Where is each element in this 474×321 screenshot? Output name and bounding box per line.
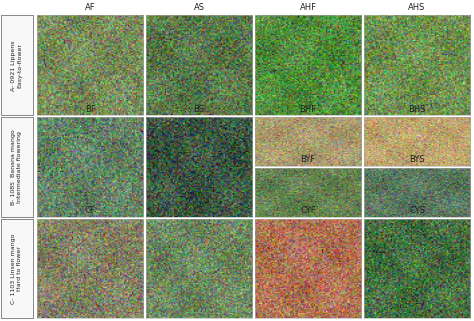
Text: BHF: BHF bbox=[300, 105, 317, 114]
Text: BHS: BHS bbox=[409, 105, 426, 114]
Text: BYF: BYF bbox=[301, 155, 316, 164]
Text: CF: CF bbox=[85, 206, 95, 215]
Text: A- 0921 Lippens
Easy-to-flower: A- 0921 Lippens Easy-to-flower bbox=[11, 40, 22, 91]
Text: CYS: CYS bbox=[409, 206, 425, 215]
Text: C- 1103 Linsen mango
Hard to flower: C- 1103 Linsen mango Hard to flower bbox=[11, 233, 22, 304]
Text: AS: AS bbox=[193, 3, 205, 12]
Text: AHS: AHS bbox=[409, 3, 426, 12]
Text: BF: BF bbox=[85, 105, 95, 114]
Text: AHF: AHF bbox=[300, 3, 317, 12]
Text: CYF: CYF bbox=[301, 206, 316, 215]
Text: BS: BS bbox=[193, 105, 205, 114]
Text: AF: AF bbox=[85, 3, 95, 12]
Text: B- 1085  Banana mango
Intermediate flowering: B- 1085 Banana mango Intermediate flower… bbox=[11, 129, 22, 205]
Text: CS: CS bbox=[193, 206, 205, 215]
Text: BYS: BYS bbox=[410, 155, 425, 164]
